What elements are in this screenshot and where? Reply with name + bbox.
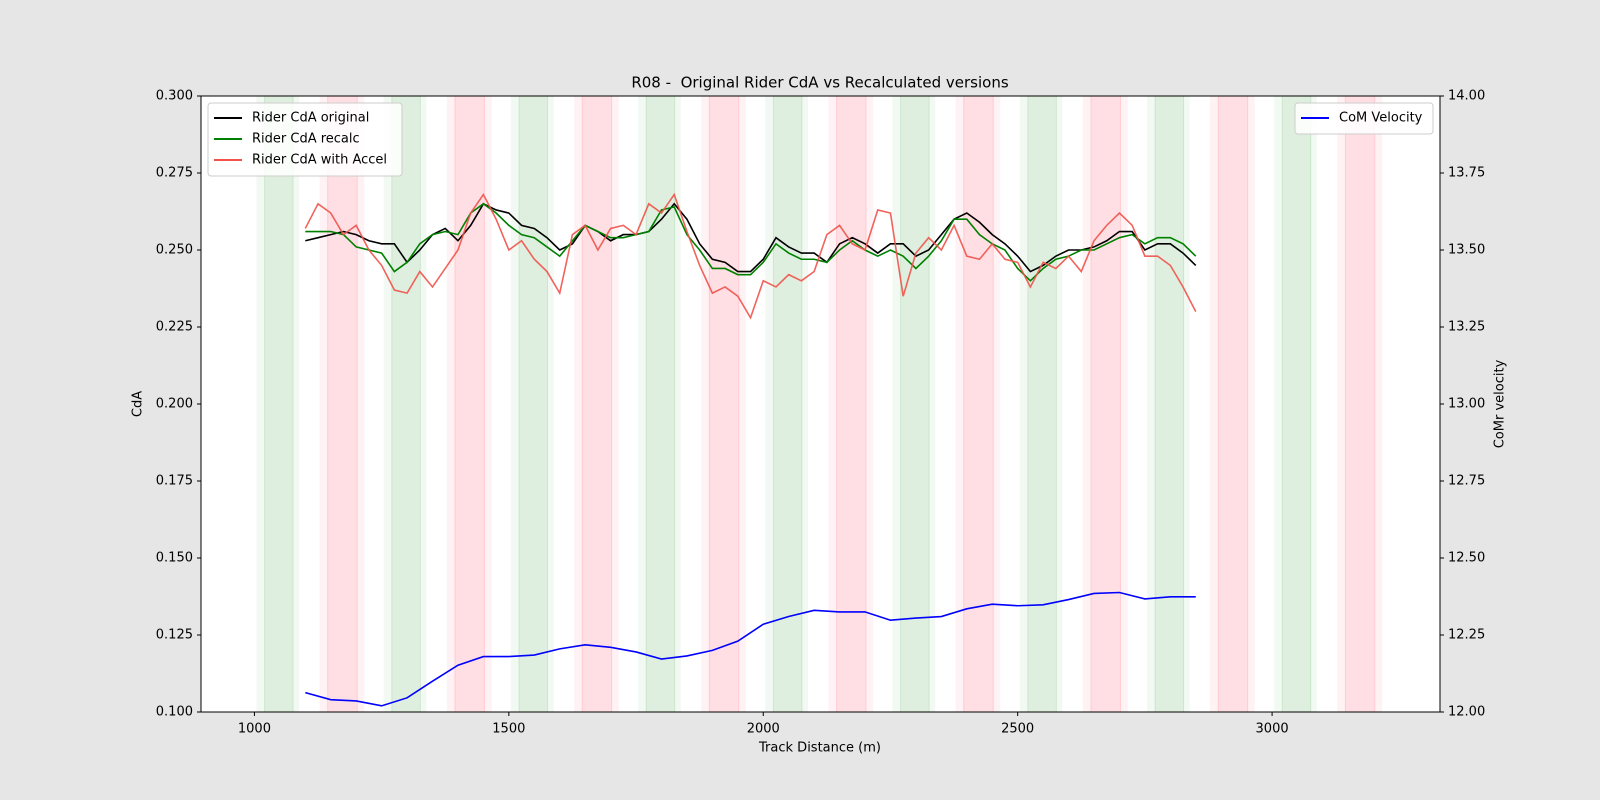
x-tick-label: 1500: [492, 722, 525, 737]
region-outer: [383, 96, 427, 712]
y-tick-label: 0.275: [156, 166, 193, 181]
region-outer: [256, 96, 300, 712]
y-tick-label: 0.175: [156, 474, 193, 489]
region-inner: [518, 95, 549, 713]
chart-title: R08 - Original Rider CdA vs Recalculated…: [631, 74, 1008, 92]
y-tick-label: 0.150: [156, 551, 193, 566]
region-inner: [1344, 95, 1376, 713]
region-inner: [708, 95, 740, 713]
region-outer: [319, 96, 365, 712]
y-tick-label: 0.250: [156, 243, 193, 258]
y2-tick-label: 13.50: [1448, 243, 1485, 258]
series-line: [304, 192, 1197, 320]
axes-bg: [201, 96, 1440, 712]
legend: [1294, 102, 1434, 135]
legend: [207, 102, 403, 177]
region-inner: [391, 95, 421, 713]
y2-tick-label: 13.75: [1448, 166, 1485, 181]
x-tick-label: 1000: [238, 722, 271, 737]
region-inner: [900, 95, 930, 713]
series-line: [305, 202, 1197, 273]
region-outer: [765, 96, 809, 712]
region-inner: [581, 95, 613, 713]
region-inner: [1027, 95, 1057, 713]
y2-tick-label: 12.25: [1448, 628, 1485, 643]
region-outer: [1146, 96, 1190, 712]
region-inner: [1217, 95, 1249, 713]
region-inner: [1281, 95, 1312, 713]
legend-box: [1294, 102, 1434, 135]
y-tick-label: 0.125: [156, 628, 193, 643]
y-tick-label: 0.100: [156, 705, 193, 720]
region-outer: [828, 96, 874, 712]
x-axis-label: Track Distance (m): [758, 741, 881, 756]
region-outer: [1274, 96, 1317, 712]
y2-tick-label: 12.75: [1448, 474, 1485, 489]
y-axis-label: CdA: [131, 391, 146, 417]
y2-tick-label: 12.00: [1448, 705, 1485, 720]
y2-tick-label: 13.25: [1448, 320, 1485, 335]
region-outer: [510, 96, 554, 712]
x-tick-label: 3000: [1256, 722, 1289, 737]
region-outer: [1019, 96, 1063, 712]
region-outer: [701, 96, 746, 712]
region-outer: [638, 96, 681, 712]
y-tick-label: 0.225: [156, 320, 193, 335]
region-inner: [1090, 95, 1121, 713]
legend-box: [207, 102, 403, 177]
y2-tick-label: 12.50: [1448, 551, 1485, 566]
region-inner: [327, 95, 358, 713]
region-outer: [446, 96, 492, 712]
region-outer: [573, 96, 619, 712]
legend-label: Rider CdA recalc: [252, 132, 360, 147]
series-line: [305, 591, 1196, 707]
legend-label: CoM Velocity: [1339, 111, 1423, 126]
y-tick-label: 0.300: [156, 89, 193, 104]
region-inner: [836, 95, 867, 713]
legend-label: Rider CdA original: [252, 111, 369, 126]
x-tick-label: 2000: [747, 722, 780, 737]
region-inner: [772, 95, 803, 713]
region-outer: [892, 96, 936, 712]
y2-tick-label: 14.00: [1448, 89, 1485, 104]
y2-tick-label: 13.00: [1448, 397, 1485, 412]
region-outer: [1082, 96, 1128, 712]
y2-axis-label: CoMr velocity: [1493, 359, 1508, 448]
region-inner: [645, 95, 676, 713]
region-inner: [963, 95, 994, 713]
region-outer: [1337, 96, 1382, 712]
region-inner: [1154, 95, 1185, 713]
region-outer: [1210, 96, 1255, 712]
legend-label: Rider CdA with Accel: [252, 153, 387, 168]
y-tick-label: 0.200: [156, 397, 193, 412]
region-inner: [264, 95, 294, 713]
series-line: [305, 202, 1197, 282]
region-inner: [454, 95, 485, 713]
x-tick-label: 2500: [1001, 722, 1034, 737]
